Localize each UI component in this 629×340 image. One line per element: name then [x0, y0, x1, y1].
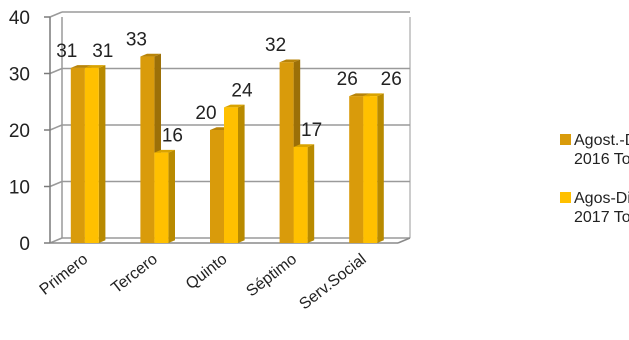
data-label: 16 — [162, 126, 183, 147]
bars — [70, 53, 384, 244]
bar-top — [70, 65, 92, 68]
bar — [363, 96, 378, 243]
x-category-label: Primero — [37, 251, 92, 299]
category-label-group: Séptimo — [243, 251, 300, 301]
category-label-group: Quinto — [183, 251, 231, 293]
bar-side — [307, 144, 315, 243]
chart-back-wall — [61, 17, 411, 238]
x-category-label: Serv.Social — [296, 251, 369, 313]
legend-swatch — [560, 134, 571, 145]
data-label: 20 — [195, 103, 216, 124]
bar-side — [377, 93, 384, 243]
y-tick-label: 30 — [9, 65, 30, 86]
bar — [84, 67, 99, 243]
data-labels: 31 31 33 16 20 24 32 17 26 26 — [56, 30, 402, 147]
bar — [279, 62, 294, 244]
gridline-diagonal — [49, 67, 63, 75]
bar-top — [279, 59, 301, 63]
bar-top — [84, 65, 106, 68]
gridline-diagonal — [49, 11, 63, 18]
x-category-label: Quinto — [183, 251, 231, 293]
bar-side — [98, 65, 106, 243]
gridline-diagonal — [49, 237, 63, 244]
gridline-diagonal — [49, 124, 63, 131]
bar — [140, 56, 155, 243]
data-label: 24 — [231, 80, 253, 101]
y-tick-label: 40 — [9, 8, 30, 29]
bar — [210, 130, 224, 243]
data-label: 31 — [92, 41, 113, 62]
y-axis-tick-labels: 0 10 20 30 40 — [9, 8, 30, 255]
legend: Agost.-Dc2016 Total Agos-Dic.2017 Total — [560, 132, 629, 226]
data-label: 26 — [337, 69, 358, 90]
bar — [224, 107, 238, 244]
x-category-label: Séptimo — [243, 251, 300, 301]
bar-top — [154, 149, 175, 153]
legend-swatch — [560, 192, 571, 203]
bar-top — [224, 104, 245, 108]
data-label: 33 — [126, 30, 147, 51]
category-label-group: Primero — [37, 251, 92, 299]
bar-side — [238, 104, 245, 244]
bar-top — [349, 93, 370, 97]
bar-top — [363, 93, 384, 97]
x-axis-side-line — [397, 237, 411, 244]
y-tick-label: 10 — [9, 178, 30, 199]
bar — [349, 96, 364, 243]
bar-top — [293, 144, 315, 147]
bar — [293, 146, 308, 243]
category-label-group: Tercero — [108, 251, 161, 297]
data-label: 31 — [56, 41, 77, 62]
bar — [154, 152, 169, 243]
y-tick-label: 20 — [9, 121, 30, 142]
data-label: 26 — [381, 69, 402, 90]
bar — [70, 67, 85, 243]
bar-side — [168, 149, 175, 243]
data-label: 17 — [301, 120, 322, 141]
legend-label: Agost.-Dc2016 Total — [574, 132, 629, 168]
bar-top — [140, 53, 161, 57]
gridline-diagonal — [49, 180, 63, 188]
legend-label: Agos-Dic.2017 Total — [574, 190, 629, 226]
data-label: 32 — [265, 35, 286, 56]
category-label-group: Serv.Social — [296, 251, 369, 313]
y-tick-label: 0 — [19, 234, 30, 255]
x-category-label: Tercero — [108, 251, 161, 297]
